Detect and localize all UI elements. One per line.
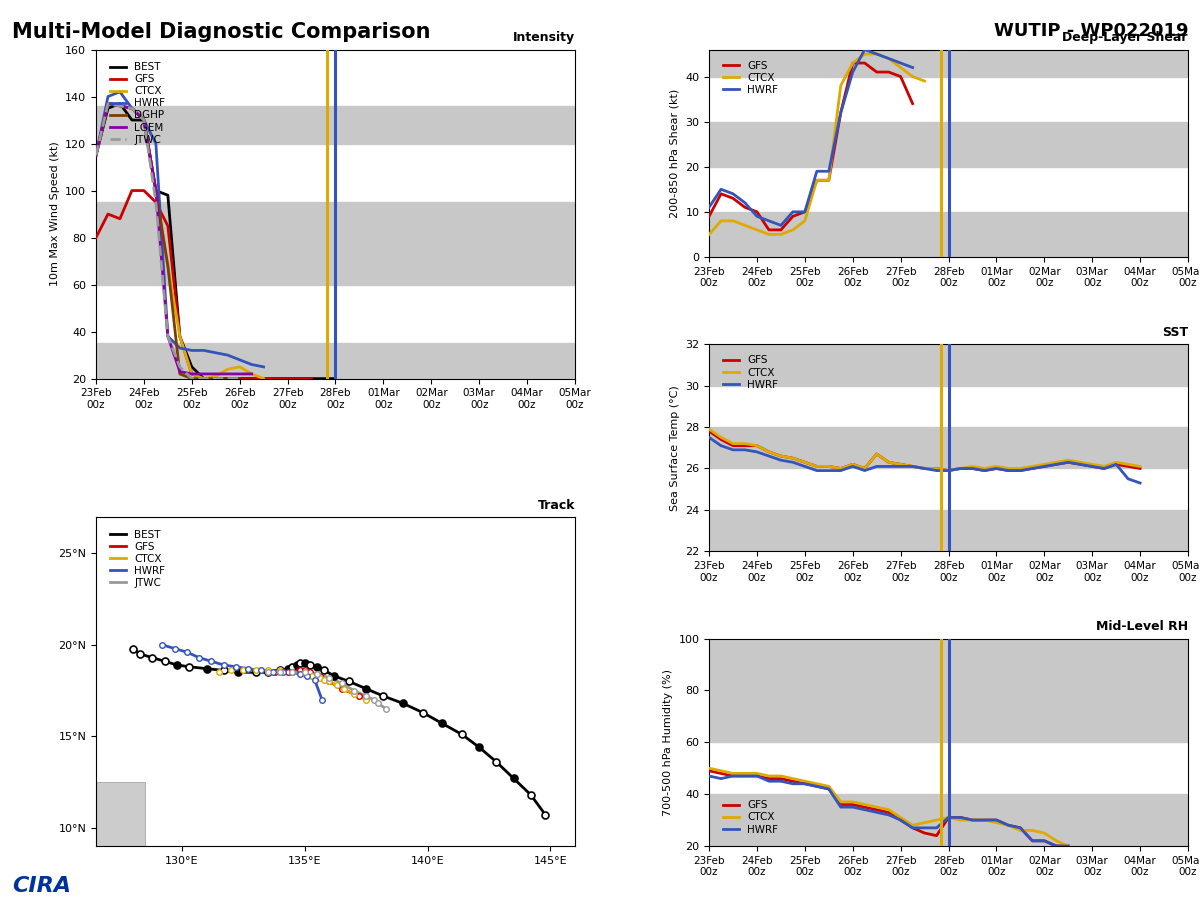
Text: CIRA: CIRA bbox=[12, 876, 71, 896]
Bar bbox=[709, 212, 1188, 256]
Bar bbox=[709, 427, 1188, 469]
Bar bbox=[709, 122, 1188, 166]
Text: Intensity: Intensity bbox=[512, 32, 575, 44]
Text: Multi-Model Diagnostic Comparison: Multi-Model Diagnostic Comparison bbox=[12, 22, 431, 42]
Polygon shape bbox=[96, 782, 145, 846]
Legend: GFS, CTCX, HWRF: GFS, CTCX, HWRF bbox=[719, 351, 782, 394]
Y-axis label: 200-850 hPa Shear (kt): 200-850 hPa Shear (kt) bbox=[670, 88, 679, 218]
Bar bbox=[96, 106, 575, 143]
Bar bbox=[709, 510, 1188, 552]
Bar bbox=[709, 50, 1188, 76]
Y-axis label: 700-500 hPa Humidity (%): 700-500 hPa Humidity (%) bbox=[662, 669, 673, 815]
Legend: BEST, GFS, CTCX, HWRF, DGHP, LGEM, JTWC: BEST, GFS, CTCX, HWRF, DGHP, LGEM, JTWC bbox=[106, 58, 169, 148]
Bar bbox=[96, 202, 575, 284]
Y-axis label: Sea Surface Temp (°C): Sea Surface Temp (°C) bbox=[670, 385, 679, 510]
Bar bbox=[709, 690, 1188, 742]
Text: Track: Track bbox=[538, 499, 575, 511]
Bar bbox=[709, 344, 1188, 385]
Text: SST: SST bbox=[1162, 326, 1188, 338]
Text: Deep-Layer Shear: Deep-Layer Shear bbox=[1062, 32, 1188, 44]
Bar bbox=[709, 794, 1188, 846]
Legend: GFS, CTCX, HWRF: GFS, CTCX, HWRF bbox=[719, 796, 782, 839]
Text: Mid-Level RH: Mid-Level RH bbox=[1096, 620, 1188, 634]
Bar bbox=[709, 639, 1188, 690]
Y-axis label: 10m Max Wind Speed (kt): 10m Max Wind Speed (kt) bbox=[49, 141, 60, 286]
Legend: BEST, GFS, CTCX, HWRF, JTWC: BEST, GFS, CTCX, HWRF, JTWC bbox=[106, 526, 169, 592]
Legend: GFS, CTCX, HWRF: GFS, CTCX, HWRF bbox=[719, 57, 782, 99]
Bar bbox=[96, 344, 575, 379]
Text: WUTIP - WP022019: WUTIP - WP022019 bbox=[994, 22, 1188, 40]
